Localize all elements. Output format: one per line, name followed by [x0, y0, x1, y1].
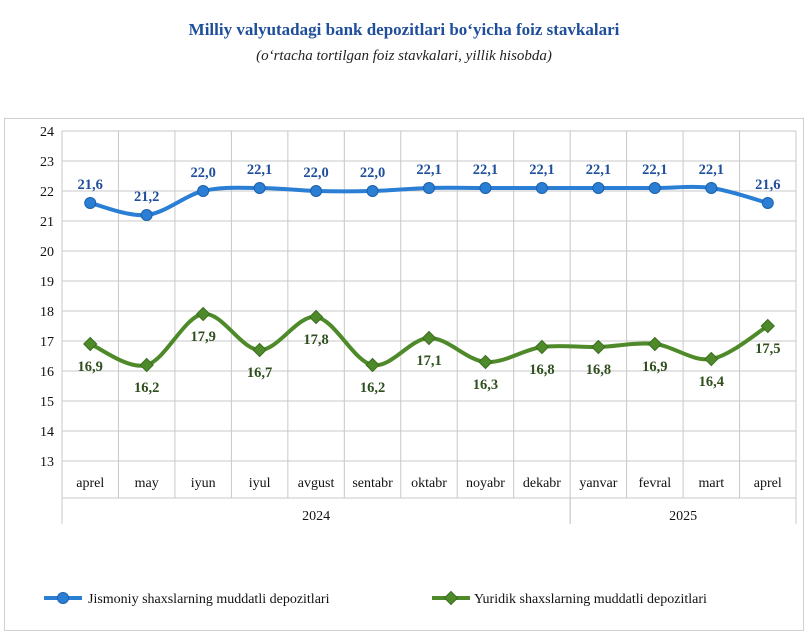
- x-tick-label: mart: [698, 476, 724, 491]
- series-1-point: [479, 182, 492, 194]
- data-label: 17,5: [755, 341, 780, 357]
- data-label: 22,1: [247, 162, 272, 178]
- series-1-point: [140, 209, 153, 221]
- series-1-point: [535, 182, 548, 194]
- series-1-point: [84, 197, 97, 209]
- x-tick-label: iyul: [249, 476, 271, 491]
- series-1-point: [592, 182, 605, 194]
- series-1-point: [761, 197, 774, 209]
- y-tick-label: 15: [40, 395, 54, 410]
- x-tick-label: noyabr: [466, 476, 505, 491]
- legend-label-1: Jismoniy shaxslarning muddatli depozitla…: [88, 592, 330, 607]
- data-label: 16,9: [78, 359, 103, 375]
- legend-marker-circle: [57, 592, 69, 604]
- data-label: 17,1: [416, 353, 441, 369]
- x-tick-label: aprel: [754, 476, 782, 491]
- legend-label-2: Yuridik shaxslarning muddatli depozitlar…: [474, 592, 707, 607]
- data-label: 16,3: [473, 377, 498, 393]
- series-1-point: [197, 185, 210, 197]
- series-2-point: [591, 339, 606, 355]
- series-2-point: [647, 336, 663, 352]
- x-tick-label: sentabr: [352, 476, 393, 491]
- y-tick-label: 16: [40, 365, 54, 380]
- y-tick-label: 19: [40, 275, 54, 290]
- series-1-point: [648, 182, 661, 194]
- series-2-point: [478, 354, 493, 370]
- series-2-point: [365, 357, 380, 373]
- y-tick-label: 24: [40, 125, 54, 140]
- y-tick-label: 14: [40, 425, 54, 440]
- data-label: 22,0: [360, 165, 385, 181]
- data-label: 22,1: [586, 162, 611, 178]
- data-label: 22,1: [416, 162, 441, 178]
- y-tick-label: 20: [40, 245, 54, 260]
- data-label: 22,1: [473, 162, 498, 178]
- chart-subtitle: (o‘rtacha tortilgan foiz stavkalari, yil…: [256, 48, 552, 64]
- x-tick-label: iyun: [191, 476, 216, 491]
- data-label: 21,6: [755, 177, 780, 193]
- year-label: 2025: [669, 509, 697, 524]
- data-label: 17,9: [190, 329, 215, 345]
- x-tick-label: yanvar: [579, 476, 617, 491]
- series-2-point: [704, 351, 719, 367]
- chart-frame: [4, 118, 804, 631]
- x-tick-label: dekabr: [523, 476, 561, 491]
- series-2-point: [760, 318, 775, 334]
- series-2-point: [83, 336, 98, 352]
- data-label: 22,0: [190, 165, 215, 181]
- data-label: 22,1: [642, 162, 667, 178]
- data-label: 22,0: [303, 165, 328, 181]
- series-1-point: [705, 182, 718, 194]
- legend-marker-diamond: [443, 590, 459, 606]
- x-tick-label: aprel: [76, 476, 104, 491]
- data-label: 22,1: [529, 162, 554, 178]
- year-label: 2024: [302, 509, 330, 524]
- y-tick-label: 23: [40, 155, 54, 170]
- series-1-point: [423, 182, 435, 194]
- series-1-point: [253, 182, 266, 194]
- data-label: 16,2: [360, 380, 385, 396]
- data-label: 22,1: [699, 162, 724, 178]
- chart-title: Milliy valyutadagi bank depozitlari bo‘y…: [188, 20, 620, 39]
- data-label: 16,8: [586, 362, 611, 378]
- x-tick-label: oktabr: [411, 476, 447, 491]
- data-label: 16,7: [247, 365, 272, 381]
- series-1-point: [310, 185, 323, 197]
- data-label: 16,2: [134, 380, 159, 396]
- data-label: 21,6: [78, 177, 103, 193]
- y-tick-label: 22: [40, 185, 54, 200]
- data-label: 16,8: [529, 362, 554, 378]
- x-tick-label: avgust: [298, 476, 335, 491]
- y-tick-label: 18: [40, 305, 54, 320]
- y-tick-label: 17: [40, 335, 54, 350]
- data-label: 16,4: [699, 374, 724, 390]
- y-tick-label: 21: [40, 215, 54, 230]
- series-2-point: [421, 330, 437, 346]
- x-tick-label: fevral: [639, 476, 672, 491]
- series-2-point: [308, 309, 324, 325]
- data-label: 21,2: [134, 189, 159, 205]
- series-2-point: [139, 357, 154, 373]
- series-1-point: [366, 185, 379, 197]
- data-label: 16,9: [642, 359, 667, 375]
- series-2-point: [195, 306, 211, 322]
- data-label: 17,8: [303, 332, 328, 348]
- y-tick-label: 13: [40, 455, 54, 470]
- series-2-point: [534, 339, 550, 355]
- x-tick-label: may: [135, 476, 159, 491]
- series-2-point: [252, 342, 267, 358]
